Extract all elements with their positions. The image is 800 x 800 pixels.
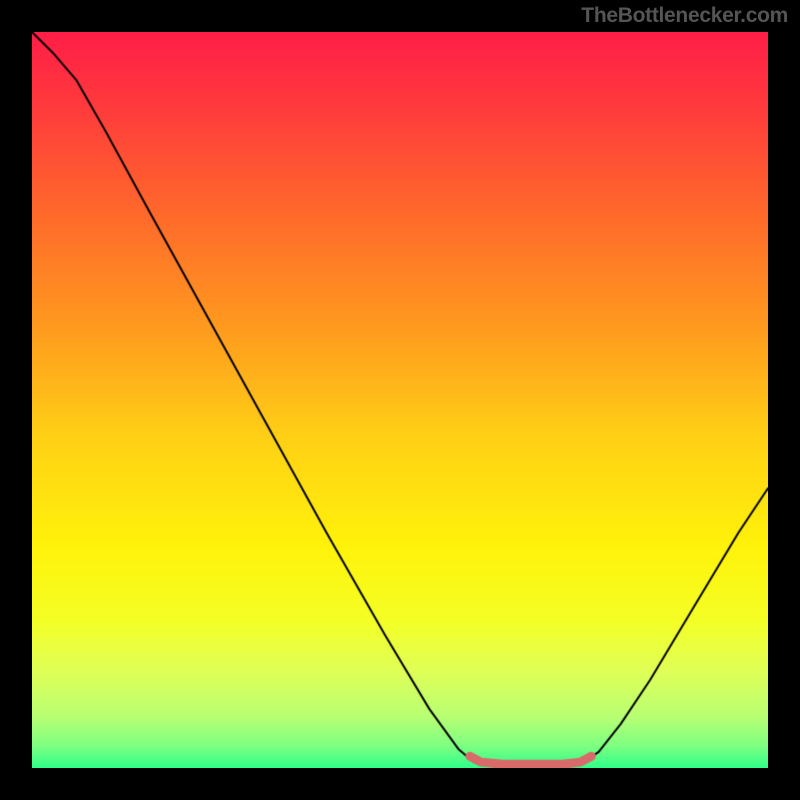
chart-curves (32, 32, 768, 768)
page-root: TheBottlenecker.com (0, 0, 800, 800)
attribution-text: TheBottlenecker.com (581, 4, 788, 28)
